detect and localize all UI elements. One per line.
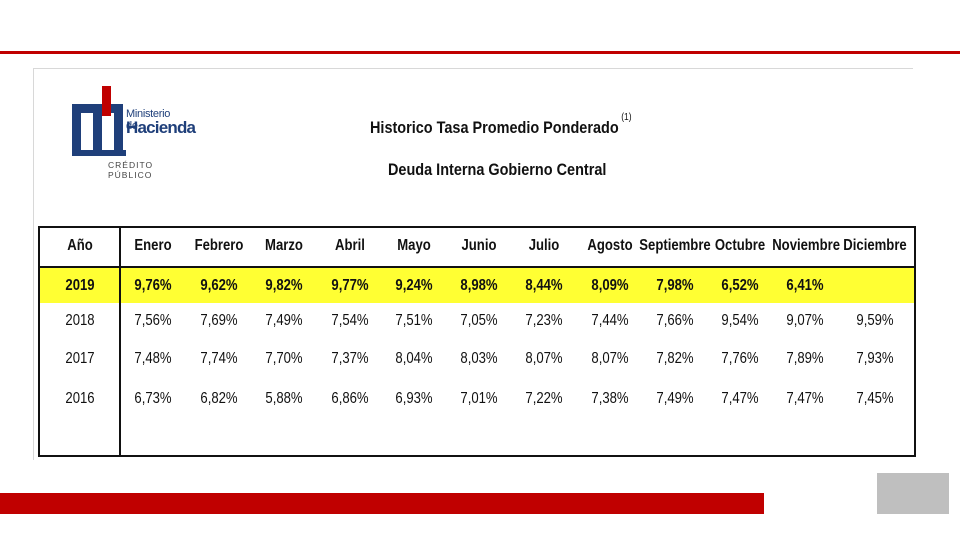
header-11: Noviembre	[772, 237, 841, 254]
table-cell: 7,56%	[134, 312, 172, 329]
table-cell: 7,38%	[591, 390, 629, 407]
highlight-row-2019	[40, 268, 914, 303]
header-12: Diciembre	[843, 237, 907, 254]
table-cell: 7,54%	[331, 312, 369, 329]
table-cell: 8,07%	[591, 350, 629, 367]
year-column-divider	[119, 226, 121, 457]
table-cell: 2016	[65, 390, 95, 407]
table-cell: 7,44%	[591, 312, 629, 329]
table-cell: 6,73%	[134, 390, 172, 407]
header-0: Año	[67, 237, 93, 254]
table-cell: 7,49%	[265, 312, 303, 329]
table-cell: 8,09%	[591, 277, 629, 294]
top-red-rule	[0, 51, 960, 54]
table-cell: 5,88%	[265, 390, 303, 407]
table-cell: 7,74%	[200, 350, 238, 367]
header-2: Febrero	[194, 237, 244, 254]
table-cell: 7,45%	[856, 390, 894, 407]
table-cell: 7,93%	[856, 350, 894, 367]
header-6: Junio	[461, 237, 497, 254]
table-cell: 7,82%	[656, 350, 694, 367]
table-cell: 7,22%	[525, 390, 563, 407]
table-cell: 2019	[65, 277, 95, 294]
header-5: Mayo	[397, 237, 431, 254]
table-cell: 7,89%	[786, 350, 824, 367]
page-title-text: Historico Tasa Promedio Ponderado	[370, 118, 619, 137]
logo-line-3: CRÉDITO PÚBLICO	[108, 160, 154, 180]
table-cell: 2018	[65, 312, 95, 329]
header-9: Septiembre	[639, 237, 711, 254]
table-cell: 7,37%	[331, 350, 369, 367]
logo-line-1: Ministerio de	[126, 108, 171, 132]
table-cell: 8,03%	[460, 350, 498, 367]
table-cell: 2017	[65, 350, 95, 367]
table-cell: 9,24%	[395, 277, 433, 294]
table-cell: 6,52%	[721, 277, 759, 294]
table-cell: 7,98%	[656, 277, 694, 294]
table-cell: 9,54%	[721, 312, 759, 329]
table-cell: 6,86%	[331, 390, 369, 407]
table-cell: 8,07%	[525, 350, 563, 367]
title-footnote-marker: (1)	[621, 112, 632, 124]
table-cell: 8,44%	[525, 277, 563, 294]
bottom-red-bar	[0, 493, 764, 514]
table-cell: 7,47%	[786, 390, 824, 407]
header-3: Marzo	[265, 237, 303, 254]
table-cell: 9,62%	[200, 277, 238, 294]
table-cell: 7,66%	[656, 312, 694, 329]
table-cell: 9,77%	[331, 277, 369, 294]
table-cell: 8,04%	[395, 350, 433, 367]
table-cell: 7,47%	[721, 390, 759, 407]
header-8: Agosto	[587, 237, 633, 254]
table-cell: 8,98%	[460, 277, 498, 294]
table-cell: 7,05%	[460, 312, 498, 329]
gray-box	[877, 473, 949, 514]
table-cell: 9,82%	[265, 277, 303, 294]
page-subtitle: Deuda Interna Gobierno Central	[388, 160, 607, 179]
table-cell: 6,93%	[395, 390, 433, 407]
table-cell: 7,49%	[656, 390, 694, 407]
table-cell: 7,23%	[525, 312, 563, 329]
table-cell: 9,59%	[856, 312, 894, 329]
table-cell: 9,07%	[786, 312, 824, 329]
table-cell: 7,70%	[265, 350, 303, 367]
table-cell: 7,69%	[200, 312, 238, 329]
header-divider	[38, 266, 916, 268]
table-cell: 7,76%	[721, 350, 759, 367]
rates-table	[38, 226, 916, 457]
ministerio-hacienda-logo: Ministerio de Hacienda CRÉDITO PÚBLICO	[72, 82, 196, 180]
mh-logo-icon	[72, 86, 126, 156]
logo-line-2: Hacienda	[126, 118, 196, 137]
table-cell: 7,01%	[460, 390, 498, 407]
page-title: Historico Tasa Promedio Ponderado(1)	[370, 112, 632, 138]
header-10: Octubre	[714, 237, 766, 254]
table-cell: 9,76%	[134, 277, 172, 294]
header-4: Abril	[335, 237, 365, 254]
header-7: Julio	[528, 237, 560, 254]
table-cell: 7,48%	[134, 350, 172, 367]
table-cell: 6,82%	[200, 390, 238, 407]
header-1: Enero	[134, 237, 172, 254]
table-cell: 7,51%	[395, 312, 433, 329]
table-cell: 6,41%	[786, 277, 824, 294]
